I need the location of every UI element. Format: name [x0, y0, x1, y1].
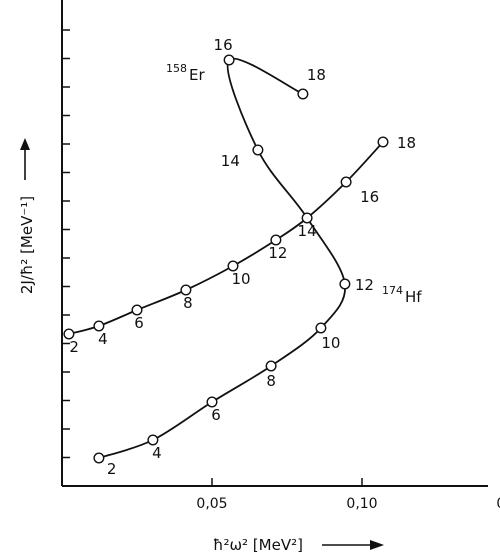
data-point-158Er-6	[206, 396, 218, 408]
point-label-174Hf-4: 4	[98, 330, 108, 348]
data-point-174Hf-10	[227, 260, 239, 272]
curves	[68, 57, 384, 459]
data-point-158Er-12	[339, 278, 351, 290]
x-axis-title: ħ²ω² [MeV²]	[213, 536, 384, 554]
point-label-158Er-10: 10	[321, 334, 340, 352]
axes: 0,05 0,10 0,15	[61, 0, 500, 512]
point-label-158Er-4: 4	[152, 444, 162, 462]
point-label-174Hf-14: 14	[298, 222, 317, 240]
data-point-158Er-16	[223, 54, 235, 66]
nucleus-label-158Er: 158 Er	[166, 62, 205, 84]
point-label-158Er-18: 18	[307, 66, 326, 84]
data-point-174Hf-4	[93, 320, 105, 332]
point-label-158Er-16: 16	[214, 36, 233, 54]
point-label-174Hf-2: 2	[69, 338, 79, 356]
point-label-158Er-6: 6	[211, 406, 221, 424]
point-label-174Hf-18: 18	[397, 134, 416, 152]
point-label-158Er-8: 8	[266, 372, 276, 390]
data-point-174Hf-2	[63, 328, 75, 340]
y-ticks	[62, 29, 70, 459]
x-axis-arrow	[322, 540, 384, 550]
nucleus-158Er-symbol: Er	[189, 66, 205, 84]
data-point-158Er-2	[93, 452, 105, 464]
point-label-158Er-14: 14	[221, 152, 240, 170]
point-labels: 2 4 6 8 10 12 14 16 18 2 4 6 8 10 12 14 16 18	[69, 36, 416, 478]
nucleus-158Er-mass: 158	[166, 62, 187, 75]
nucleus-174Hf-mass: 174	[382, 284, 403, 297]
data-point-158Er-18	[297, 88, 309, 100]
x-axis-label: ħ²ω² [MeV²]	[213, 536, 303, 554]
x-tick-label: 0,10	[346, 496, 377, 512]
point-label-174Hf-12: 12	[268, 244, 287, 262]
point-label-174Hf-6: 6	[134, 314, 144, 332]
data-point-174Hf-18	[377, 136, 389, 148]
point-label-158Er-12: 12	[355, 276, 374, 294]
y-axis-label: 2J/ħ² [MeV⁻¹]	[18, 196, 36, 294]
data-point-158Er-14	[252, 144, 264, 156]
nucleus-label-174Hf: 174 Hf	[382, 284, 422, 306]
point-label-174Hf-10: 10	[231, 270, 250, 288]
data-point-174Hf-14	[301, 212, 313, 224]
x-ticks: 0,05 0,10 0,15	[196, 478, 500, 512]
point-label-174Hf-16: 16	[360, 188, 379, 206]
x-tick-label: 0,15	[496, 496, 500, 512]
data-point-174Hf-8	[180, 284, 192, 296]
point-label-174Hf-8: 8	[183, 294, 193, 312]
data-point-158Er-4	[147, 434, 159, 446]
data-point-174Hf-6	[131, 304, 143, 316]
data-point-158Er-10	[315, 322, 327, 334]
point-label-158Er-2: 2	[107, 460, 117, 478]
x-tick-label: 0,05	[196, 496, 227, 512]
data-point-174Hf-12	[270, 234, 282, 246]
data-point-158Er-8	[265, 360, 277, 372]
y-axis-title: 2J/ħ² [MeV⁻¹]	[18, 138, 36, 294]
series-line-174Hf	[68, 141, 384, 335]
nucleus-174Hf-symbol: Hf	[405, 288, 422, 306]
data-points	[63, 54, 389, 464]
data-point-174Hf-16	[340, 176, 352, 188]
series-line-158Er	[98, 57, 346, 459]
y-axis-arrow	[20, 138, 30, 180]
